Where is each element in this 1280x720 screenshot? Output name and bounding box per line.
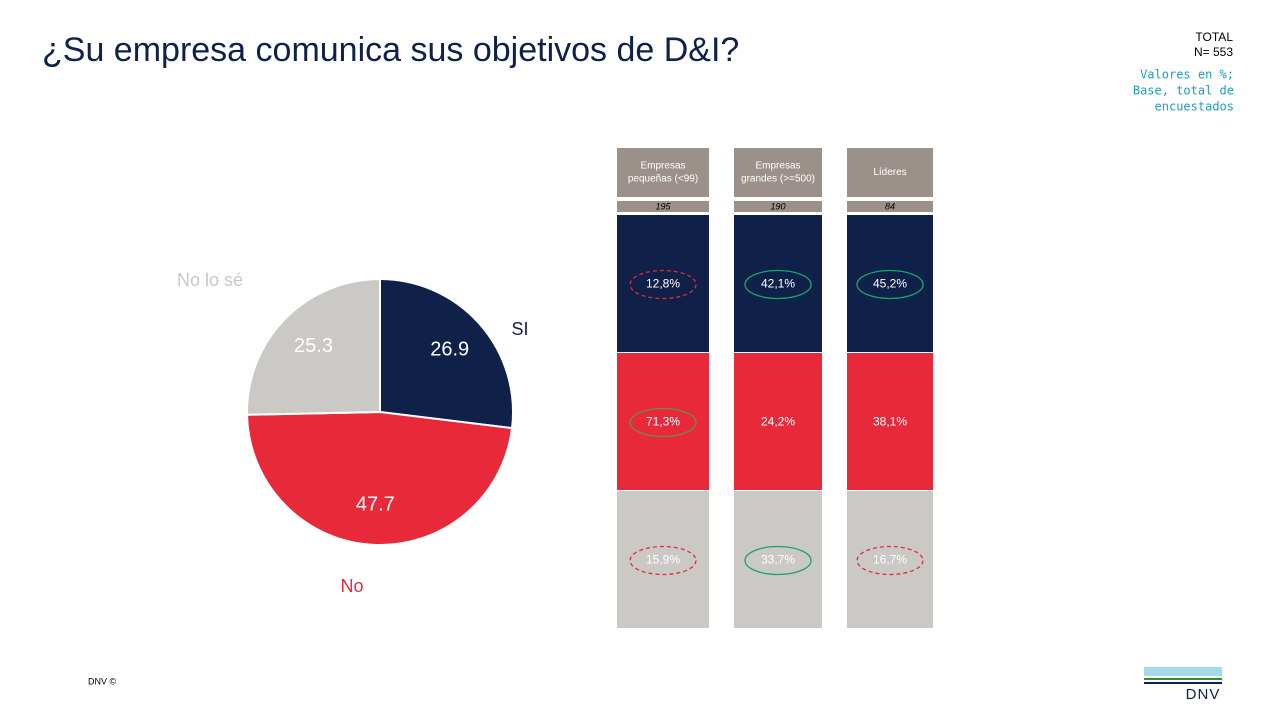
highlight-ring [629,545,697,576]
highlight-ring [744,407,812,438]
base-text: 84 [885,201,895,211]
header-text: Empresas [640,161,685,172]
total-label: TOTAL [1195,30,1233,44]
cell [617,491,709,628]
note: Base, total de [1133,84,1234,98]
cell-value: 16,7% [873,553,907,567]
highlight-ring [744,545,812,576]
base-row [847,201,933,212]
cell [847,491,933,628]
cell [734,491,822,628]
note: encuestados [1155,100,1234,114]
logo-bar [1144,678,1222,680]
cell [617,353,709,490]
column-header [617,148,709,197]
slice-label: No [340,576,363,596]
logo-bar [1144,682,1222,684]
base-text: 190 [770,201,785,211]
base-text: 195 [655,201,671,211]
logo-text: DNV [1186,686,1221,703]
cell [847,353,933,490]
header-text: grandes (>=500) [741,174,815,185]
highlight-ring [744,269,812,300]
slice-value: 26.9 [430,339,469,361]
highlight-ring [856,407,924,438]
header-text: Líderes [873,167,906,178]
copyright: DNV © [88,676,117,686]
slice-label: No lo sé [177,270,243,290]
cell [847,215,933,352]
cell-value: 15,9% [646,553,680,567]
cell [734,215,822,352]
slide-title: ¿Su empresa comunica sus objetivos de D&… [42,31,739,69]
note: Valores en %; [1140,68,1234,82]
cell-value: 38,1% [873,415,907,429]
slice-value: 25.3 [294,335,333,357]
header-text: pequeñas (<99) [628,174,698,185]
total-n: N= 553 [1194,45,1233,59]
cell [734,353,822,490]
base-row [734,201,822,212]
cell-value: 33,7% [761,553,795,567]
logo-bar [1144,667,1222,676]
slice-value: 47.7 [356,493,395,515]
highlight-ring [856,269,924,300]
highlight-ring [629,269,697,300]
column-header [734,148,822,197]
cell-value: 45,2% [873,277,907,291]
slice-label: SI [511,319,528,339]
cell-value: 42,1% [761,277,795,291]
pie-slice [246,410,514,546]
header-text: Empresas [755,161,800,172]
pie-slice [379,277,514,430]
column-header [847,148,933,197]
base-row [617,201,709,212]
highlight-ring [629,407,697,438]
cell-value: 71,3% [646,415,680,429]
cell-value: 12,8% [646,277,680,291]
cell [617,215,709,352]
cell-value: 24,2% [761,415,795,429]
highlight-ring [856,545,924,576]
pie-slice [246,277,381,416]
